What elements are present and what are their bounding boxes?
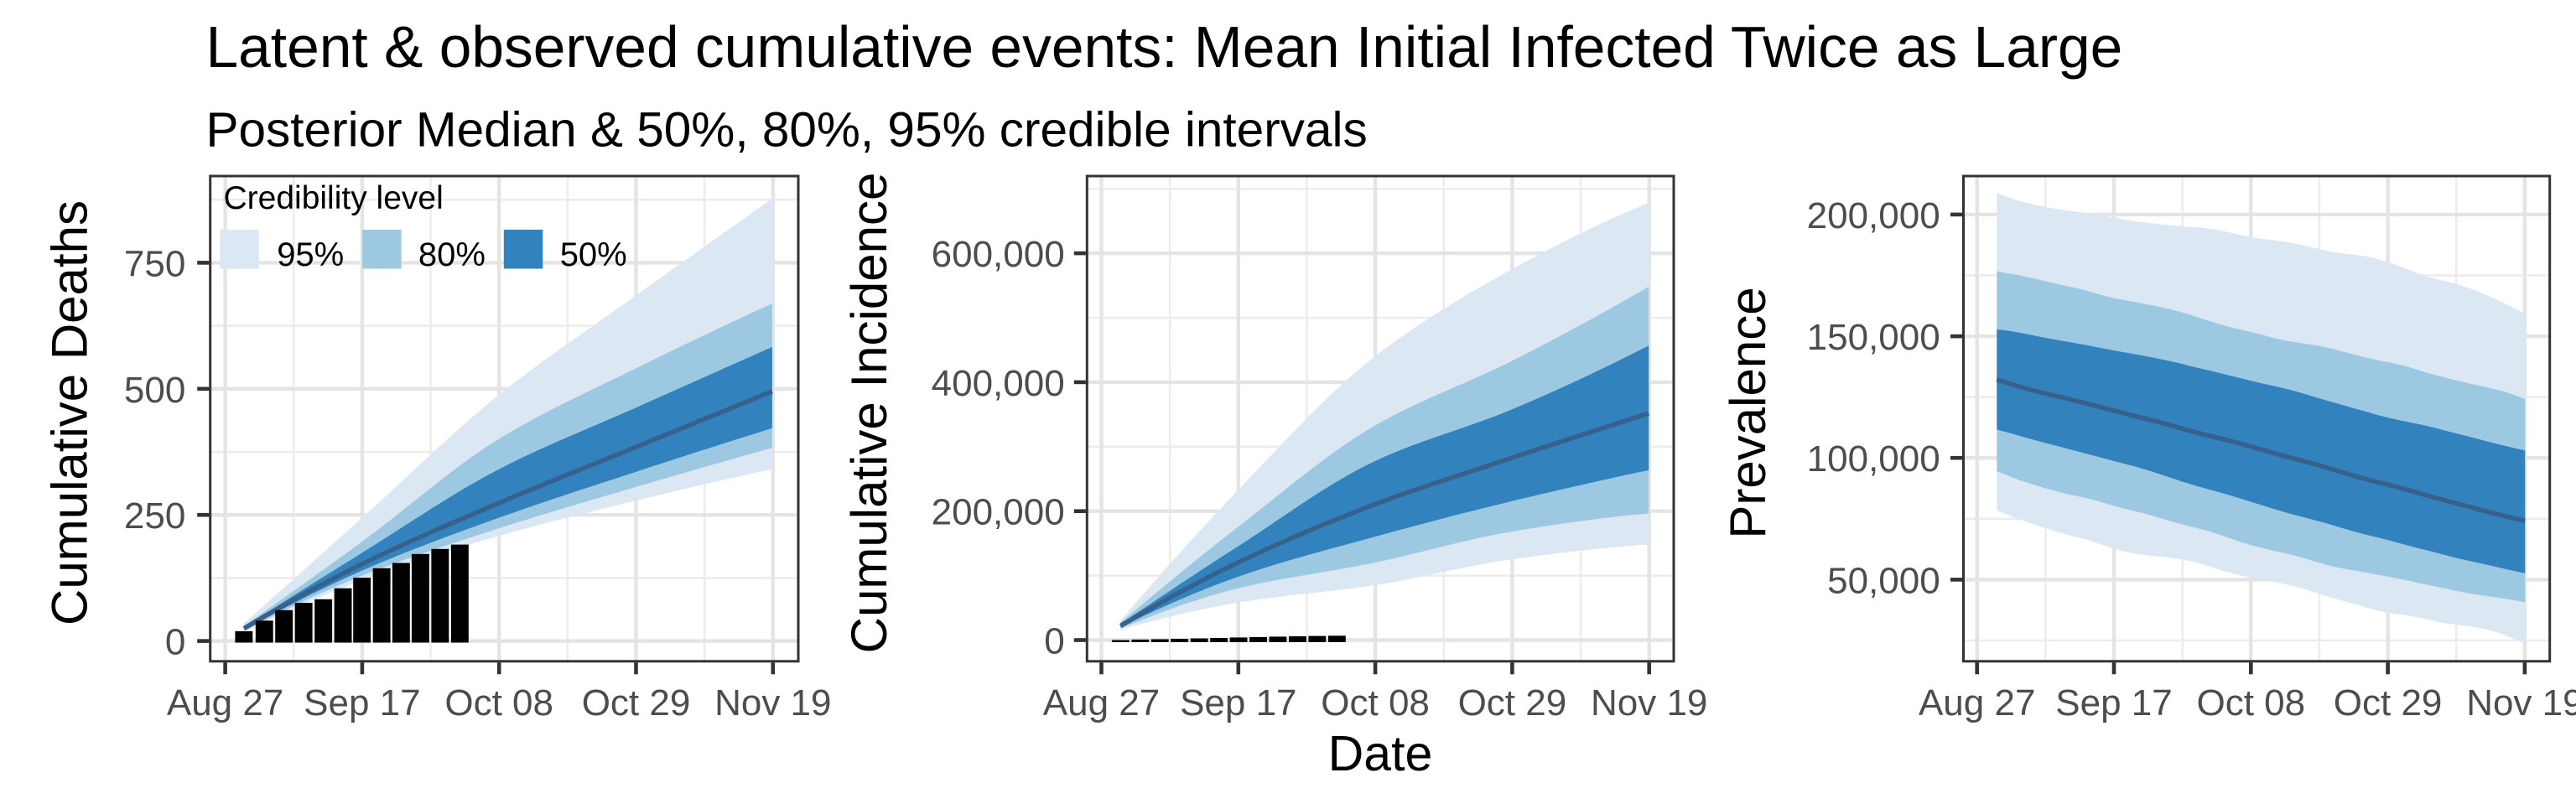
svg-text:200,000: 200,000 [1807,195,1940,236]
svg-text:Aug 27: Aug 27 [1043,682,1160,723]
svg-text:Nov 19: Nov 19 [2466,682,2576,723]
svg-text:Oct 08: Oct 08 [444,682,553,723]
svg-text:150,000: 150,000 [1807,317,1940,358]
svg-text:Oct 29: Oct 29 [2334,682,2443,723]
svg-text:500: 500 [124,370,185,411]
svg-text:250: 250 [124,495,185,537]
svg-text:Prevalence: Prevalence [1720,287,1776,538]
svg-text:Credibility level: Credibility level [224,180,444,216]
svg-text:Posterior Median & 50%, 80%, 9: Posterior Median & 50%, 80%, 95% credibl… [206,103,1368,158]
svg-text:0: 0 [165,622,185,663]
svg-text:Oct 08: Oct 08 [1321,682,1430,723]
svg-text:0: 0 [1044,621,1064,662]
svg-text:Cumulative Incidence: Cumulative Incidence [841,173,897,654]
svg-text:750: 750 [124,243,185,284]
svg-text:50%: 50% [560,236,627,273]
svg-text:Aug 27: Aug 27 [167,682,283,723]
svg-text:Oct 29: Oct 29 [582,682,691,723]
svg-text:100,000: 100,000 [1807,438,1940,480]
svg-text:Sep 17: Sep 17 [304,682,420,723]
svg-text:Date: Date [1328,726,1433,781]
svg-text:Sep 17: Sep 17 [1180,682,1296,723]
svg-text:Latent & observed cumulative e: Latent & observed cumulative events: Mea… [206,14,2123,80]
svg-text:Oct 08: Oct 08 [2196,682,2305,723]
svg-text:Cumulative Deaths: Cumulative Deaths [42,200,98,625]
svg-text:Aug 27: Aug 27 [1919,682,2035,723]
svg-text:95%: 95% [277,236,344,273]
svg-text:Nov 19: Nov 19 [1591,682,1707,723]
svg-text:Sep 17: Sep 17 [2055,682,2172,723]
svg-text:200,000: 200,000 [932,492,1065,533]
svg-text:80%: 80% [418,236,486,273]
svg-text:Nov 19: Nov 19 [714,682,831,723]
svg-text:600,000: 600,000 [932,234,1065,275]
svg-text:400,000: 400,000 [932,363,1065,404]
svg-text:50,000: 50,000 [1827,560,1940,601]
svg-text:Oct 29: Oct 29 [1458,682,1567,723]
